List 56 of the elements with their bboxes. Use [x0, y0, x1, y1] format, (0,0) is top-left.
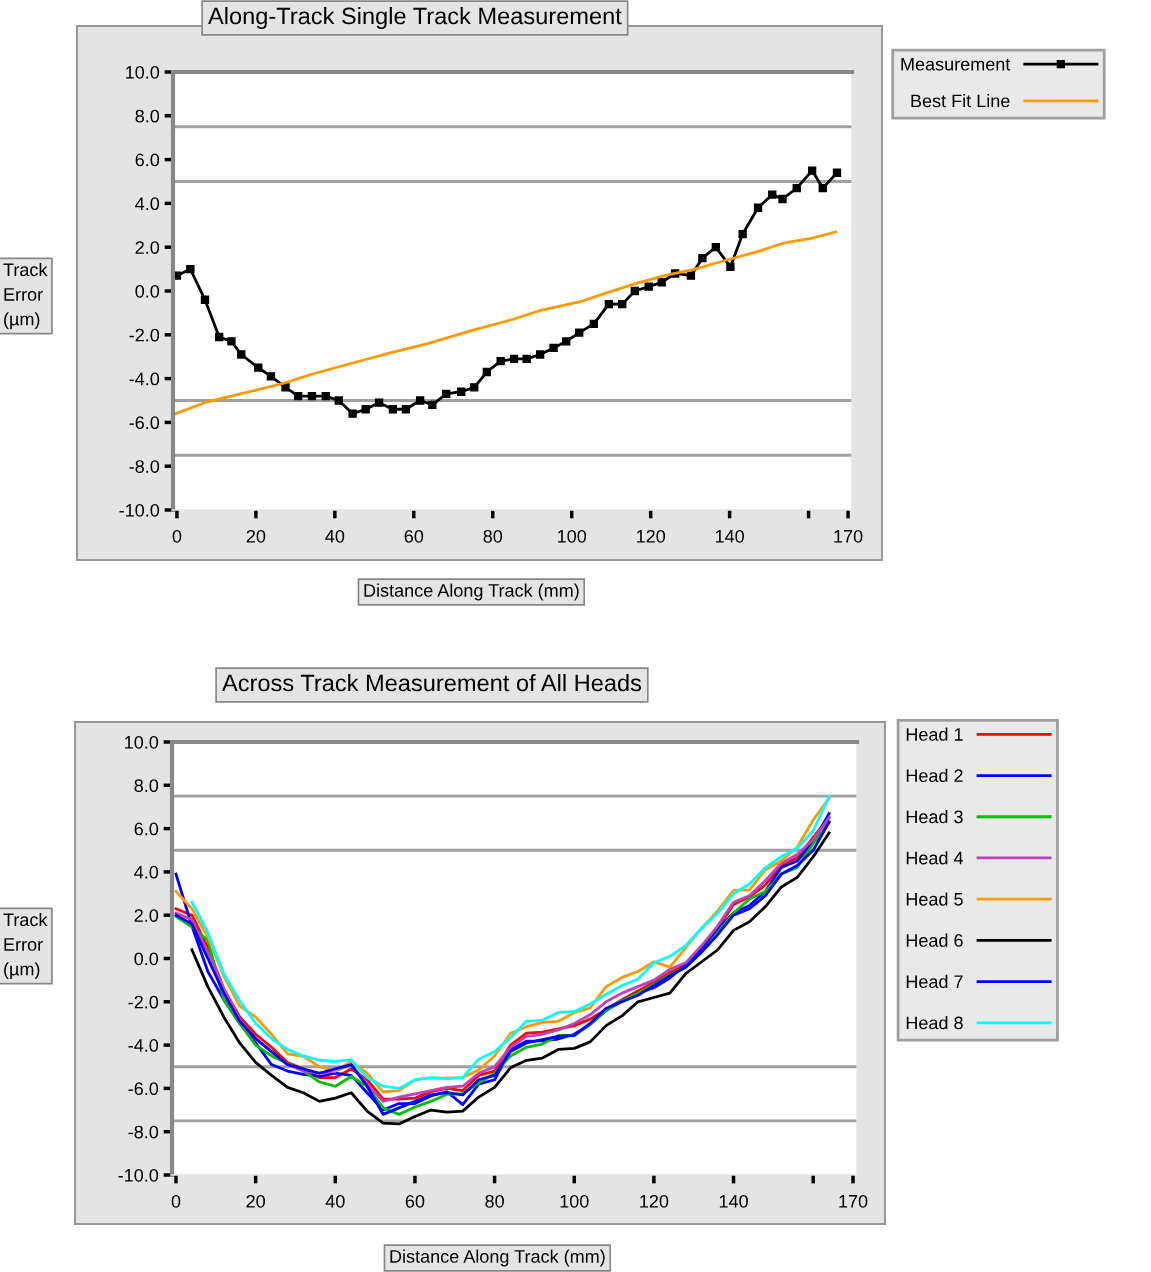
x-tick-label: 140 — [719, 1194, 748, 1208]
y-tick-label: -4.0 — [128, 1039, 159, 1052]
legend-label: Best Fit Line — [911, 94, 1010, 108]
x-axis-title: Distance Along Track (mm) — [364, 583, 579, 601]
legend-label: Head 3 — [906, 809, 963, 824]
x-axis-title: Distance Along Track (mm) — [390, 1249, 605, 1267]
x-tick-label: 40 — [325, 1194, 345, 1208]
y-tick-label: -4.0 — [129, 372, 160, 386]
y-tick-label: 8.0 — [135, 109, 160, 123]
y-tick-label: 8.0 — [134, 779, 159, 793]
x-tick-label: 140 — [715, 529, 744, 543]
x-tick-label: 170 — [839, 1194, 868, 1208]
x-tick-label: 100 — [558, 529, 587, 543]
legend-label: Head 5 — [906, 892, 963, 906]
x-tick-label: 60 — [404, 529, 424, 543]
y-tick-label: 4.0 — [135, 197, 160, 211]
legend-label: Head 2 — [906, 768, 963, 783]
y-tick-label: 6.0 — [134, 822, 159, 836]
y-tick-label: 2.0 — [135, 241, 160, 254]
x-tick-label: 0 — [172, 529, 182, 543]
y-tick-label: 0.0 — [135, 284, 160, 298]
y-tick-label: 10.0 — [125, 735, 159, 749]
x-tick-label: 120 — [636, 529, 666, 543]
y-tick-label: 2.0 — [134, 909, 159, 922]
x-tick-label: 80 — [483, 529, 503, 543]
chart-title: Across Track Measurement of All Heads — [222, 673, 642, 692]
y-tick-label: -8.0 — [129, 460, 160, 473]
y-tick-label: -8.0 — [128, 1125, 159, 1139]
y-tick-label: 6.0 — [135, 153, 160, 167]
legend-label: Head 7 — [906, 974, 963, 989]
x-tick-label: 170 — [834, 529, 863, 543]
y-tick-label: -6.0 — [128, 1082, 159, 1096]
x-tick-label: 80 — [485, 1194, 504, 1208]
y-tick-label: -10.0 — [119, 503, 160, 517]
y-tick-label: -2.0 — [128, 995, 159, 1009]
x-tick-label: 120 — [640, 1194, 669, 1208]
y-tick-label: -10.0 — [118, 1168, 159, 1182]
chart-title: Along-Track Single Track Measurement — [208, 7, 622, 29]
x-tick-label: 100 — [560, 1194, 589, 1208]
legend-label: Head 8 — [906, 1016, 963, 1030]
x-tick-label: 40 — [325, 529, 345, 543]
x-tick-label: 0 — [171, 1194, 181, 1208]
y-tick-label: 0.0 — [134, 952, 159, 966]
x-tick-label: 60 — [405, 1194, 425, 1208]
y-tick-label: -6.0 — [129, 416, 160, 430]
x-tick-label: 20 — [246, 1194, 265, 1208]
y-axis-title: Track Error (µm) — [3, 912, 48, 980]
y-axis-title: Track Error (µm) — [3, 262, 48, 330]
legend-label: Measurement — [901, 57, 1011, 71]
y-tick-label: 4.0 — [134, 865, 159, 879]
x-tick-label: 20 — [246, 529, 266, 543]
y-tick-label: -2.0 — [129, 328, 160, 342]
legend-label: Head 6 — [906, 933, 963, 947]
legend-label: Head 1 — [906, 727, 963, 741]
y-tick-label: 10.0 — [126, 65, 160, 79]
legend-label: Head 4 — [906, 851, 964, 865]
